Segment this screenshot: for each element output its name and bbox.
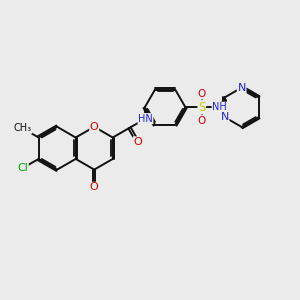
Text: O: O <box>133 137 142 147</box>
Text: N: N <box>238 82 246 93</box>
Text: CH₃: CH₃ <box>14 123 32 133</box>
Text: Cl: Cl <box>17 163 28 173</box>
Text: HN: HN <box>138 114 153 124</box>
Text: O: O <box>198 89 206 99</box>
Text: N: N <box>220 112 229 122</box>
Text: NH: NH <box>212 102 227 112</box>
Text: O: O <box>198 116 206 126</box>
Text: O: O <box>90 122 99 132</box>
Text: S: S <box>198 101 206 114</box>
Text: O: O <box>90 182 99 193</box>
